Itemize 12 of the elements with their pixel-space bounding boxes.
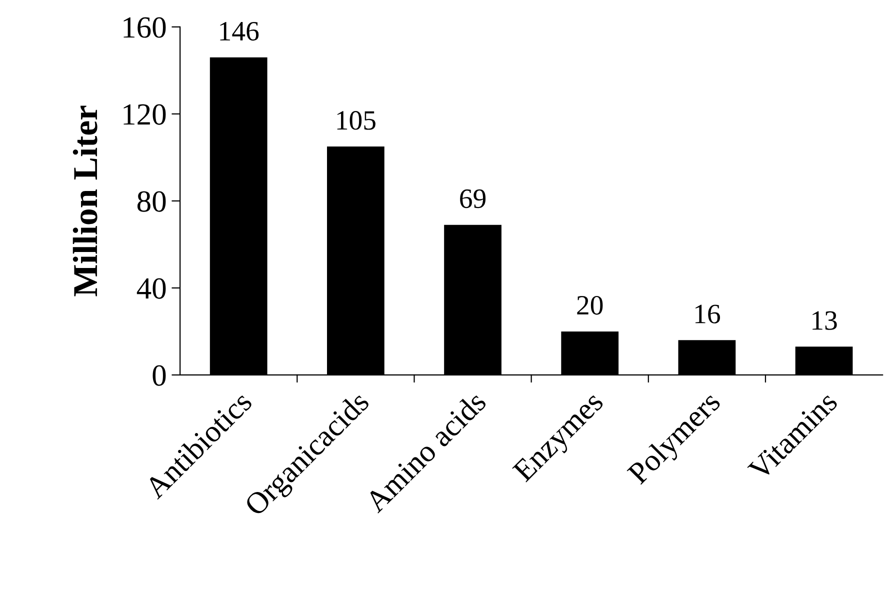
y-tick-label: 80 [137, 191, 166, 212]
data-label: 20 [577, 296, 603, 315]
y-tick-label: 40 [136, 278, 166, 299]
y-tick-label: 160 [124, 17, 166, 38]
y-tick-label: 120 [124, 104, 166, 125]
y-tick-label: 0 [152, 365, 166, 386]
y-axis-title: Million Liter [72, 106, 98, 296]
data-label: 69 [460, 189, 486, 208]
data-label: 105 [337, 111, 376, 130]
data-label: 146 [220, 22, 259, 41]
data-label: 16 [695, 304, 720, 324]
data-label: 13 [812, 311, 837, 330]
